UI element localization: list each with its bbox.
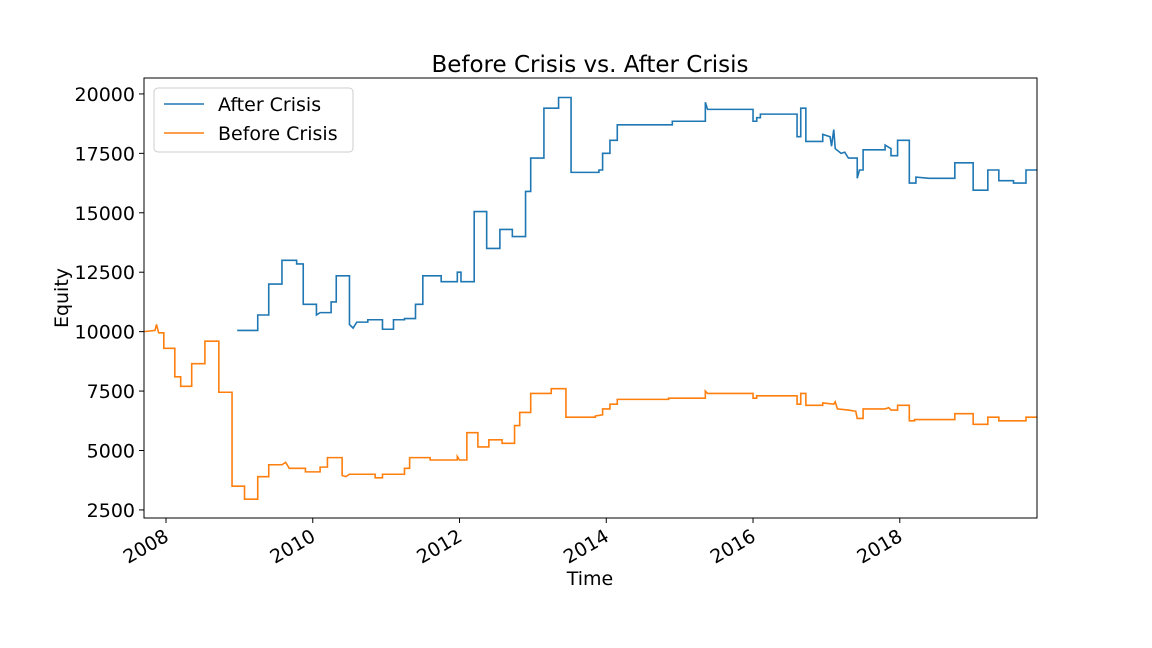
y-tick-label: 10000 — [75, 322, 135, 344]
x-tick-label: 2010 — [266, 525, 319, 568]
y-tick-label: 17500 — [75, 143, 135, 165]
chart-title: Before Crisis vs. After Crisis — [431, 52, 748, 78]
y-tick-label: 15000 — [75, 203, 135, 225]
x-axis-label: Time — [566, 568, 614, 590]
y-tick-label: 7500 — [87, 381, 135, 403]
y-tick-label: 5000 — [87, 440, 135, 462]
legend-label: Before Crisis — [218, 123, 338, 145]
x-tick-label: 2012 — [413, 525, 466, 568]
x-tick-label: 2014 — [560, 525, 613, 568]
plot-frame — [143, 77, 1038, 519]
y-tick-label: 20000 — [75, 84, 135, 106]
line — [237, 96, 1037, 332]
line — [144, 324, 1037, 501]
y-tick-label: 2500 — [87, 500, 135, 522]
y-tick-label: 12500 — [75, 262, 135, 284]
x-tick-label: 2018 — [853, 525, 906, 568]
x-tick-label: 2016 — [707, 525, 760, 568]
x-tick-label: 2008 — [120, 525, 173, 568]
legend-label: After Crisis — [218, 94, 321, 116]
y-axis-label: Equity — [51, 268, 73, 328]
